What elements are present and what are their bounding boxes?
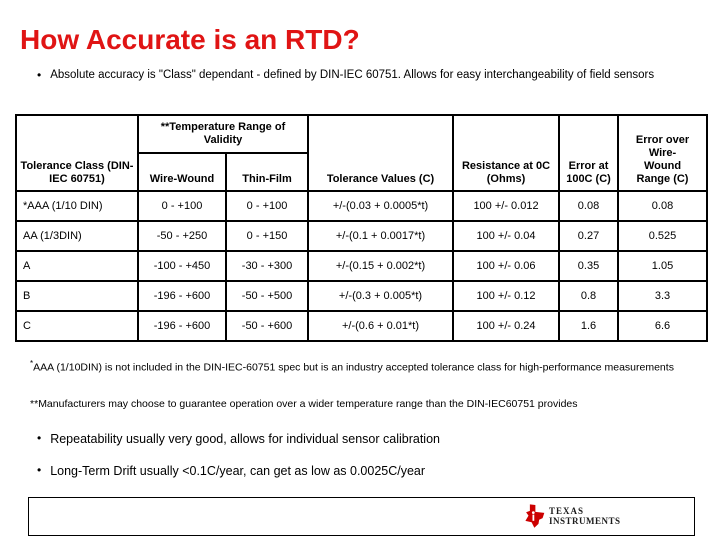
cell-class: A [15,250,139,282]
logo-line2: Instruments [549,516,621,526]
cell-error-range: 6.6 [617,310,709,342]
col-header-tolerance-class: Tolerance Class (DIN-IEC 60751) [15,114,139,192]
cell-resistance: 100 +/- 0.12 [452,280,561,312]
footnote-text: AAA (1/10DIN) is not included in the DIN… [33,361,674,374]
cell-resistance: 100 +/- 0.012 [452,190,561,222]
col-header-temp-range-span: **Temperature Range of Validity [136,114,310,154]
cell-wire-wound: -196 - +600 [137,280,227,312]
table-row: AA (1/3DIN) -50 - +250 0 - +150 +/-(0.1 … [15,220,709,252]
cell-resistance: 100 +/- 0.24 [452,310,561,342]
cell-resistance: 100 +/- 0.04 [452,220,561,252]
col-header-tolerance-values: Tolerance Values (C) [307,114,455,192]
footnote-marker: ** [30,398,39,410]
cell-wire-wound: -100 - +450 [137,250,227,282]
cell-error-100c: 0.35 [558,250,620,282]
texas-map-icon [525,504,545,528]
col-header-error-100c: Error at 100C (C) [558,114,620,192]
bullet-text: Long-Term Drift usually <0.1C/year, can … [50,464,426,478]
cell-tolerance: +/-(0.15 + 0.002*t) [307,250,455,282]
footnote-manufacturers: **Manufacturers may choose to guarantee … [30,397,692,411]
cell-thin-film: -30 - +300 [224,250,310,282]
cell-wire-wound: 0 - +100 [137,190,227,222]
cell-class: AA (1/3DIN) [15,220,139,252]
cell-thin-film: -50 - +500 [224,280,310,312]
cell-error-100c: 0.8 [558,280,620,312]
col-header-resistance: Resistance at 0C (Ohms) [452,114,561,192]
bullet-text: Repeatability usually very good, allows … [50,432,440,446]
cell-class: C [15,310,139,342]
footer-bar: Texas Instruments [28,497,695,536]
col-header-error-range: Error over Wire-Wound Range (C) [617,114,709,192]
cell-tolerance: +/-(0.6 + 0.01*t) [307,310,455,342]
cell-resistance: 100 +/- 0.06 [452,250,561,282]
bullet-long-term-drift: • Long-Term Drift usually <0.1C/year, ca… [37,463,677,479]
cell-thin-film: -50 - +600 [224,310,310,342]
cell-thin-film: 0 - +150 [224,220,310,252]
table-row: C -196 - +600 -50 - +600 +/-(0.6 + 0.01*… [15,310,709,342]
cell-tolerance: +/-(0.1 + 0.0017*t) [307,220,455,252]
bullet-icon: • [37,463,42,477]
cell-error-range: 1.05 [617,250,709,282]
cell-class: B [15,280,139,312]
bullet-text: Absolute accuracy is "Class" dependant -… [50,69,655,81]
footnote-marker: * [30,359,34,368]
table-row: B -196 - +600 -50 - +500 +/-(0.3 + 0.005… [15,280,709,312]
cell-class: *AAA (1/10 DIN) [15,190,139,222]
cell-thin-film: 0 - +100 [224,190,310,222]
cell-error-range: 0.525 [617,220,709,252]
cell-tolerance: +/-(0.3 + 0.005*t) [307,280,455,312]
cell-error-range: 3.3 [617,280,709,312]
table-row: *AAA (1/10 DIN) 0 - +100 0 - +100 +/-(0.… [15,190,709,222]
page-title: How Accurate is an RTD? [20,24,360,55]
bullet-absolute-accuracy: • Absolute accuracy is "Class" dependant… [37,68,667,83]
bullet-icon: • [37,68,42,82]
cell-error-100c: 0.27 [558,220,620,252]
footnote-text: Manufacturers may choose to guarantee op… [38,398,578,410]
cell-wire-wound: -196 - +600 [137,310,227,342]
cell-error-100c: 1.6 [558,310,620,342]
cell-error-100c: 0.08 [558,190,620,222]
logo-line1: Texas [549,506,585,516]
col-header-thin-film: Thin-Film [224,152,310,192]
logo-text: Texas Instruments [549,506,621,526]
table-row: A -100 - +450 -30 - +300 +/-(0.15 + 0.00… [15,250,709,282]
bullet-repeatability: • Repeatability usually very good, allow… [37,431,677,447]
rtd-tolerance-table: Tolerance Class (DIN-IEC 60751) **Temper… [15,114,709,342]
cell-error-range: 0.08 [617,190,709,222]
cell-wire-wound: -50 - +250 [137,220,227,252]
footnote-aaa: *AAA (1/10DIN) is not included in the DI… [30,357,692,375]
col-header-wire-wound: Wire-Wound [137,152,227,192]
cell-tolerance: +/-(0.03 + 0.0005*t) [307,190,455,222]
ti-logo: Texas Instruments [523,503,621,529]
bullet-icon: • [37,431,42,445]
